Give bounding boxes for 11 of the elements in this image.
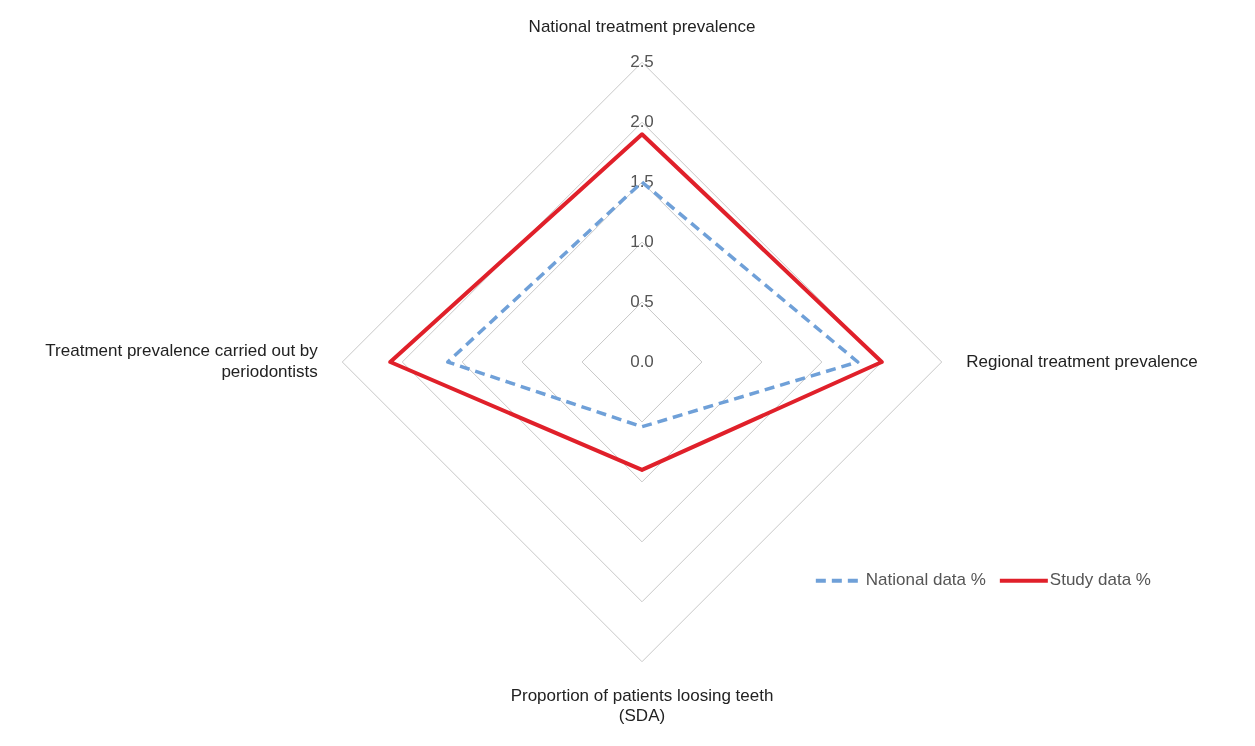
y-tick-label: 1.0 bbox=[630, 231, 654, 251]
y-tick-label: 2.0 bbox=[630, 111, 654, 131]
legend-label: National data % bbox=[865, 570, 986, 590]
spoke-label: Treatment prevalence carried out by periodontists bbox=[45, 341, 319, 381]
y-tick-label: 0.0 bbox=[630, 351, 654, 371]
spoke-label: Proportion of patients loosing teeth (SDA) bbox=[510, 686, 774, 726]
spoke-label: National treatment prevalence bbox=[528, 17, 756, 37]
y-tick-label: 2.5 bbox=[630, 51, 654, 71]
legend-label: Study data % bbox=[1049, 570, 1151, 590]
y-tick-label: 0.5 bbox=[630, 291, 654, 311]
spoke-label: Regional treatment prevalence bbox=[966, 351, 1198, 371]
